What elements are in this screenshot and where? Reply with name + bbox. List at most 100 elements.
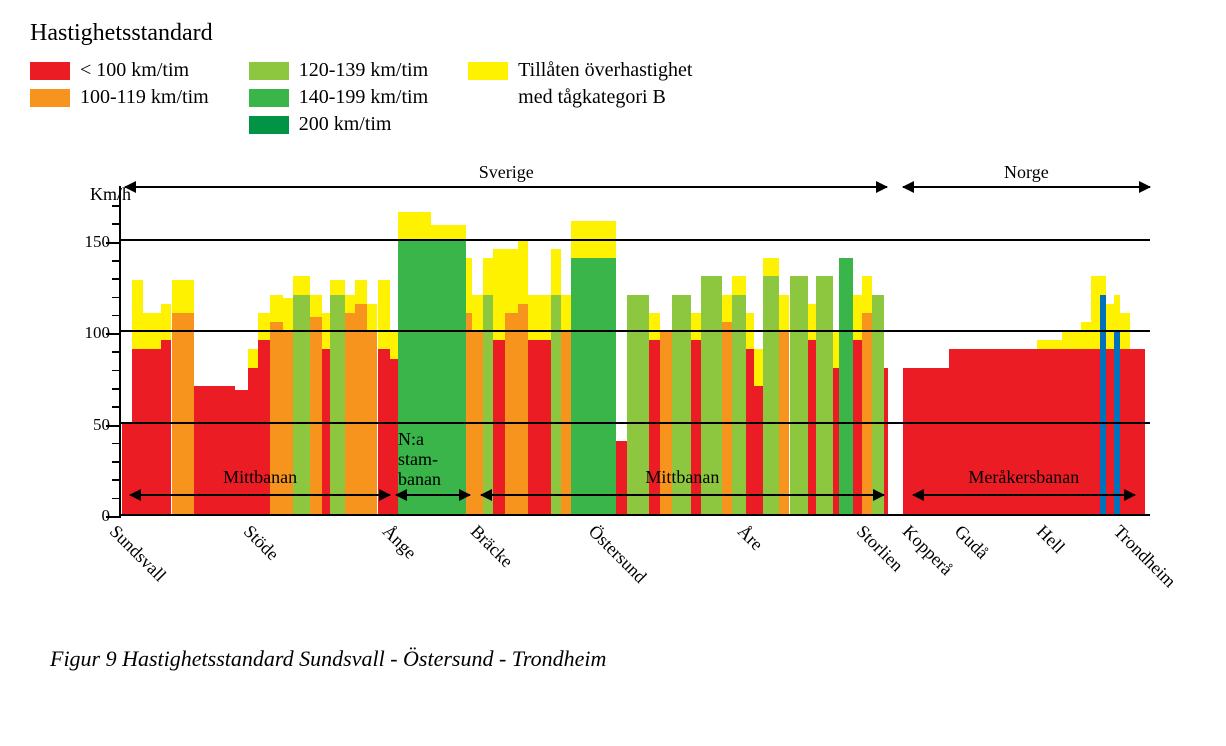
figure-caption: Figur 9 Hastighetsstandard Sundsvall - Ö…	[50, 646, 1196, 672]
bar-base	[345, 313, 355, 514]
legend-label: 100-119 km/tim	[80, 86, 209, 109]
bar-base	[649, 340, 659, 514]
bar-base	[862, 313, 872, 514]
x-station-label: Stöde	[239, 521, 283, 565]
bar-base	[975, 349, 1006, 514]
bar-base	[808, 340, 816, 514]
legend-swatch	[249, 89, 289, 107]
y-tick-minor	[112, 297, 120, 299]
bar-base	[816, 276, 832, 514]
bar-base	[355, 304, 367, 514]
legend-col-2: 120-139 km/tim 140-199 km/tim 200 km/tim	[249, 59, 428, 136]
bar-base	[949, 349, 975, 514]
bar-base	[1006, 349, 1037, 514]
segment-label: N:astam-banan	[398, 430, 441, 489]
legend-item: 100-119 km/tim	[30, 86, 209, 109]
legend-swatch	[30, 62, 70, 80]
y-tick-minor	[112, 260, 120, 262]
x-station-label: Bräcke	[466, 521, 517, 572]
segment-label: Mittbanan	[223, 468, 297, 488]
y-tick-minor	[112, 498, 120, 500]
segment-arrow	[481, 494, 885, 496]
x-station-label: Ånge	[378, 521, 420, 563]
y-tick-minor	[112, 205, 120, 207]
x-axis-labels: SundsvallStödeÅngeBräckeÖstersundÅreStor…	[120, 521, 1150, 621]
legend-item: med tågkategori B	[468, 86, 692, 109]
bar-base	[1037, 349, 1063, 514]
legend-swatch	[30, 89, 70, 107]
bar-base	[310, 317, 322, 514]
bar-base	[248, 368, 258, 514]
bar-base	[493, 340, 505, 514]
segment-label: Mittbanan	[645, 468, 719, 488]
legend-label: Tillåten överhastighet	[518, 59, 692, 82]
y-tick-label: 0	[102, 506, 111, 526]
y-tick-label: 150	[85, 232, 111, 252]
legend-swatch	[249, 116, 289, 134]
gridline	[120, 239, 1150, 241]
segment-arrow	[130, 494, 390, 496]
y-tick-label: 100	[85, 323, 111, 343]
bar-base	[763, 276, 779, 514]
legend-label: 120-139 km/tim	[299, 59, 428, 82]
x-station-label: Gudå	[950, 521, 992, 563]
y-tick-label: 50	[93, 415, 110, 435]
legend-item: < 100 km/tim	[30, 59, 209, 82]
legend-label: < 100 km/tim	[80, 59, 189, 82]
chart-title: Hastighetsstandard	[30, 20, 1196, 47]
y-tick-minor	[112, 479, 120, 481]
region-arrow	[125, 186, 887, 188]
x-station-label: Hell	[1032, 521, 1069, 558]
y-tick-minor	[112, 406, 120, 408]
bar-base	[616, 441, 626, 514]
chart: Km/h 050100150 SverigeNorge MittbananN:a…	[50, 156, 1170, 636]
y-axis: 050100150	[50, 196, 120, 516]
bar-base	[839, 258, 853, 514]
legend-item: Tillåten överhastighet	[468, 59, 692, 82]
x-station-label: Östersund	[584, 521, 650, 587]
legend-item: 140-199 km/tim	[249, 86, 428, 109]
legend-label: 200 km/tim	[299, 113, 392, 136]
region-arrow	[903, 186, 1150, 188]
bar-base	[732, 295, 746, 514]
y-tick-minor	[112, 223, 120, 225]
legend: < 100 km/tim 100-119 km/tim 120-139 km/ti…	[30, 59, 1196, 136]
bar-base	[1106, 349, 1114, 514]
y-tick-minor	[112, 315, 120, 317]
y-tick-minor	[112, 443, 120, 445]
bar-base	[322, 349, 330, 514]
legend-swatch	[249, 62, 289, 80]
y-tick-minor	[112, 278, 120, 280]
bar-base	[1062, 349, 1081, 514]
y-tick-minor	[112, 388, 120, 390]
legend-item: 200 km/tim	[249, 113, 428, 136]
bar-base	[330, 295, 344, 514]
bar-base	[722, 322, 732, 514]
bar-base	[853, 340, 861, 514]
segment-label: Meråkersbanan	[968, 468, 1079, 488]
bar-base	[505, 313, 517, 514]
bar-base	[1091, 349, 1099, 514]
bar-base	[483, 295, 493, 514]
bar-base	[172, 313, 195, 514]
bar-base	[161, 340, 171, 514]
bar-base	[872, 295, 884, 514]
bar-base	[518, 304, 528, 514]
bar-base	[536, 340, 550, 514]
bar-base	[551, 295, 561, 514]
bar-base	[571, 258, 616, 514]
legend-col-3: Tillåten överhastighet med tågkategori B	[468, 59, 692, 136]
x-station-label: Kopperå	[898, 521, 957, 580]
bar-base	[528, 340, 536, 514]
x-station-label: Åre	[733, 521, 767, 555]
legend-col-1: < 100 km/tim 100-119 km/tim	[30, 59, 209, 136]
segment-arrow	[396, 494, 470, 496]
legend-label: 140-199 km/tim	[299, 86, 428, 109]
segment-arrow	[913, 494, 1134, 496]
legend-note: med tågkategori B	[518, 86, 666, 109]
x-station-label: Sundsvall	[105, 521, 170, 586]
y-tick-minor	[112, 370, 120, 372]
legend-item: 120-139 km/tim	[249, 59, 428, 82]
region-label: Norge	[1004, 162, 1049, 183]
y-tick-minor	[112, 461, 120, 463]
